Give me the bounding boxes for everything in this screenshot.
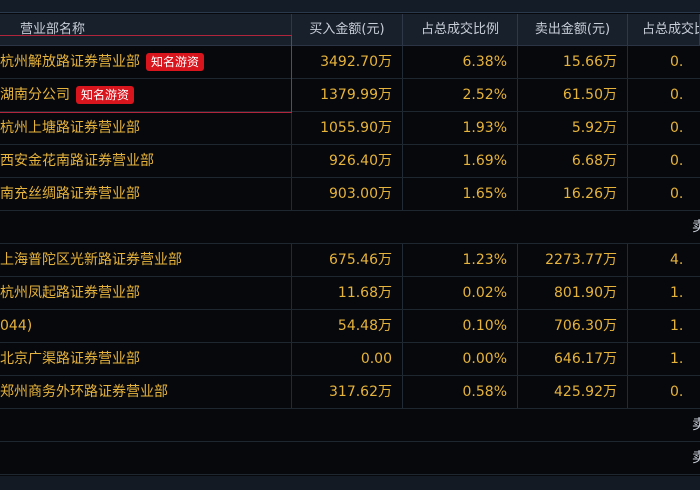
buy-amount: 1055.90万 [292,112,403,144]
sell-amount: 425.92万 [518,376,628,408]
buy-amount: 3492.70万 [292,46,403,78]
sell-ratio: 0. [670,87,684,103]
summary-row: 卖 [0,409,700,442]
buy-ratio: 0.58% [403,376,518,408]
summary-label: 卖 [692,450,700,466]
sell-amount: 6.68万 [518,145,628,177]
buy-ratio: 1.23% [403,244,518,276]
sell-amount: 2273.77万 [518,244,628,276]
table-row[interactable]: 上海普陀区光新路证券营业部 675.46万 1.23% 2273.77万 4. [0,244,700,277]
sell-amount: 61.50万 [518,79,628,111]
table-row[interactable]: 郑州商务外环路证券营业部 317.62万 0.58% 425.92万 0. [0,376,700,409]
buy-ratio: 1.65% [403,178,518,210]
buy-ratio: 6.38% [403,46,518,78]
sell-ratio: 0. [670,153,684,169]
table-row[interactable]: 西安金花南路证券营业部 926.40万 1.69% 6.68万 0. [0,145,700,178]
table-row[interactable]: 湖南分公司 知名游资 1379.99万 2.52% 61.50万 0. [0,79,700,112]
sell-ratio: 1. [670,351,684,367]
table-row[interactable]: 北京广渠路证券营业部 0.00 0.00% 646.17万 1. [0,343,700,376]
branch-name[interactable]: 杭州上塘路证券营业部 [0,112,292,144]
sell-amount: 646.17万 [518,343,628,375]
table-row[interactable]: 杭州解放路证券营业部 知名游资 3492.70万 6.38% 15.66万 0. [0,46,700,79]
col-sell-ratio[interactable]: 占总成交比 [628,14,700,45]
sell-amount: 706.30万 [518,310,628,342]
col-buy[interactable]: 买入金额(元) [292,14,403,45]
buy-amount: 0.00 [292,343,403,375]
table-row[interactable]: 杭州上塘路证券营业部 1055.90万 1.93% 5.92万 0. [0,112,700,145]
branch-name[interactable]: 杭州凤起路证券营业部 [0,277,292,309]
sell-amount: 16.26万 [518,178,628,210]
famous-trader-badge: 知名游资 [76,86,135,104]
top-bar [0,0,700,13]
buy-amount: 926.40万 [292,145,403,177]
buy-ratio: 0.00% [403,343,518,375]
branch-name[interactable]: 南充丝绸路证券营业部 [0,178,292,210]
table-row[interactable]: 杭州凤起路证券营业部 11.68万 0.02% 801.90万 1. [0,277,700,310]
col-name[interactable]: 营业部名称 [0,14,292,45]
sell-ratio: 0. [670,120,684,136]
buy-ratio: 1.93% [403,112,518,144]
summary-row: 卖 [0,211,700,244]
branch-name[interactable]: 上海普陀区光新路证券营业部 [0,244,292,276]
buy-amount: 903.00万 [292,178,403,210]
branch-name[interactable]: 杭州解放路证券营业部 知名游资 [0,46,292,78]
buy-ratio: 2.52% [403,79,518,111]
branch-name[interactable]: 湖南分公司 知名游资 [0,79,292,111]
summary-label: 卖 [692,219,700,235]
sell-ratio: 4. [670,252,684,268]
col-sell[interactable]: 卖出金额(元) [518,14,628,45]
summary-row: 卖 [0,442,700,475]
sell-ratio: 1. [670,318,684,334]
buy-ratio: 0.02% [403,277,518,309]
buy-amount: 54.48万 [292,310,403,342]
table-row[interactable]: 南充丝绸路证券营业部 903.00万 1.65% 16.26万 0. [0,178,700,211]
branch-name[interactable]: 郑州商务外环路证券营业部 [0,376,292,408]
buy-amount: 1379.99万 [292,79,403,111]
buy-ratio: 0.10% [403,310,518,342]
table-row[interactable]: 044) 54.48万 0.10% 706.30万 1. [0,310,700,343]
sell-amount: 5.92万 [518,112,628,144]
buy-amount: 11.68万 [292,277,403,309]
branch-name[interactable]: 北京广渠路证券营业部 [0,343,292,375]
sell-amount: 15.66万 [518,46,628,78]
sell-ratio: 0. [670,384,684,400]
summary-label: 卖 [692,417,700,433]
sell-ratio: 0. [670,186,684,202]
buy-amount: 317.62万 [292,376,403,408]
branch-name[interactable]: 西安金花南路证券营业部 [0,145,292,177]
branch-name[interactable]: 044) [0,310,292,342]
bottom-bar [0,476,700,490]
buy-amount: 675.46万 [292,244,403,276]
sell-ratio: 0. [670,54,684,70]
col-buy-ratio[interactable]: 占总成交比例 [403,14,518,45]
buy-ratio: 1.69% [403,145,518,177]
sell-amount: 801.90万 [518,277,628,309]
famous-trader-badge: 知名游资 [146,53,205,71]
sell-ratio: 1. [670,285,684,301]
table-header: 营业部名称 买入金额(元) 占总成交比例 卖出金额(元) 占总成交比 [0,14,700,46]
